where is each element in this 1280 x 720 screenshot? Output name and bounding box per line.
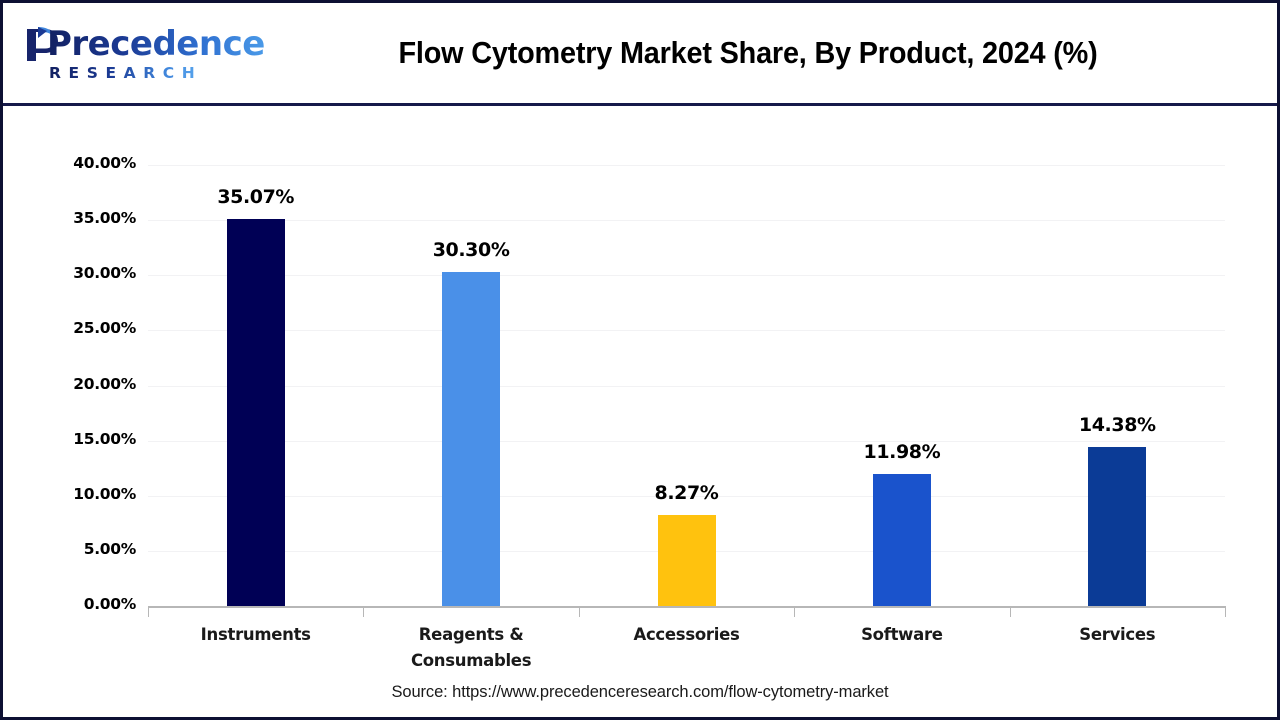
- logo-wordmark: Precedence: [47, 24, 265, 64]
- gridline: [148, 440, 1225, 442]
- x-axis-tick: [148, 608, 149, 617]
- y-axis-tick-label: 10.00%: [73, 484, 136, 503]
- category-label: Reagents & Consumables: [356, 622, 586, 674]
- x-axis-tick: [1225, 608, 1226, 617]
- category-label: Software: [787, 622, 1017, 648]
- category-label-line: Consumables: [410, 651, 532, 670]
- chart-title: Flow Cytometry Market Share, By Product,…: [398, 35, 1098, 70]
- category-label: Accessories: [572, 622, 802, 648]
- y-axis-tick-label: 30.00%: [73, 264, 136, 283]
- x-axis-line: [148, 606, 1226, 608]
- y-axis-tick-label: 40.00%: [73, 154, 136, 172]
- chart-plot-region: 0.00% 5.00% 10.00% 15.00% 20.00% 25.00% 30.00%…: [3, 106, 1277, 717]
- category-label-line: Reagents &: [418, 625, 524, 644]
- x-axis-tick: [1009, 608, 1011, 617]
- x-axis-tick: [578, 608, 580, 617]
- bar[interactable]: [1088, 447, 1147, 606]
- chart-header: Precedence RESEARCH Flow Cytometry Marke…: [3, 3, 1277, 106]
- bar[interactable]: [657, 514, 716, 606]
- gridline: [148, 275, 1225, 277]
- category-label-line: Software: [861, 625, 943, 644]
- y-axis-tick-label: 25.00%: [73, 319, 136, 338]
- y-axis-tick-label: 15.00%: [73, 429, 136, 448]
- bar-column[interactable]: [872, 106, 931, 606]
- y-axis-tick-label: 0.00%: [83, 595, 137, 613]
- gridline: [148, 495, 1225, 497]
- category-label-line: Instruments: [200, 625, 311, 644]
- logo-subword: RESEARCH: [49, 64, 203, 82]
- precedence-leaf-mark-icon: [27, 27, 58, 61]
- y-axis-tick-label: 35.00%: [73, 209, 136, 228]
- gridline: [148, 385, 1225, 387]
- bar-value-label: 8.27%: [654, 481, 719, 504]
- gridline: [148, 330, 1225, 332]
- category-label: Instruments: [141, 622, 371, 648]
- y-axis-tick-label: 20.00%: [73, 374, 136, 393]
- bar-column[interactable]: [657, 106, 716, 606]
- gridline: [148, 220, 1225, 222]
- bar[interactable]: [872, 473, 931, 606]
- bar[interactable]: [226, 219, 285, 606]
- bar-column[interactable]: [226, 106, 285, 606]
- bar-column[interactable]: [442, 106, 501, 606]
- x-axis-tick: [363, 608, 365, 617]
- bar-value-label: 11.98%: [863, 440, 941, 463]
- y-axis-tick-label: 5.00%: [83, 539, 137, 558]
- category-label-line: Services: [1079, 625, 1156, 644]
- gridline: [148, 165, 1225, 166]
- bar-value-label: 35.07%: [217, 186, 295, 209]
- bar[interactable]: [442, 271, 501, 606]
- precedence-research-logo[interactable]: Precedence RESEARCH: [17, 25, 265, 87]
- bar-value-label: 14.38%: [1078, 414, 1156, 437]
- source-caption: Source: https://www.precedenceresearch.c…: [391, 683, 889, 701]
- bar-value-label: 30.30%: [432, 238, 510, 261]
- category-label-line: Accessories: [633, 625, 740, 644]
- category-label: Services: [1002, 622, 1232, 648]
- y-axis-labels: 0.00% 5.00% 10.00% 15.00% 20.00% 25.00% 30.00%…: [28, 106, 136, 717]
- x-axis-tick: [794, 608, 796, 617]
- bar-column[interactable]: [1088, 106, 1147, 606]
